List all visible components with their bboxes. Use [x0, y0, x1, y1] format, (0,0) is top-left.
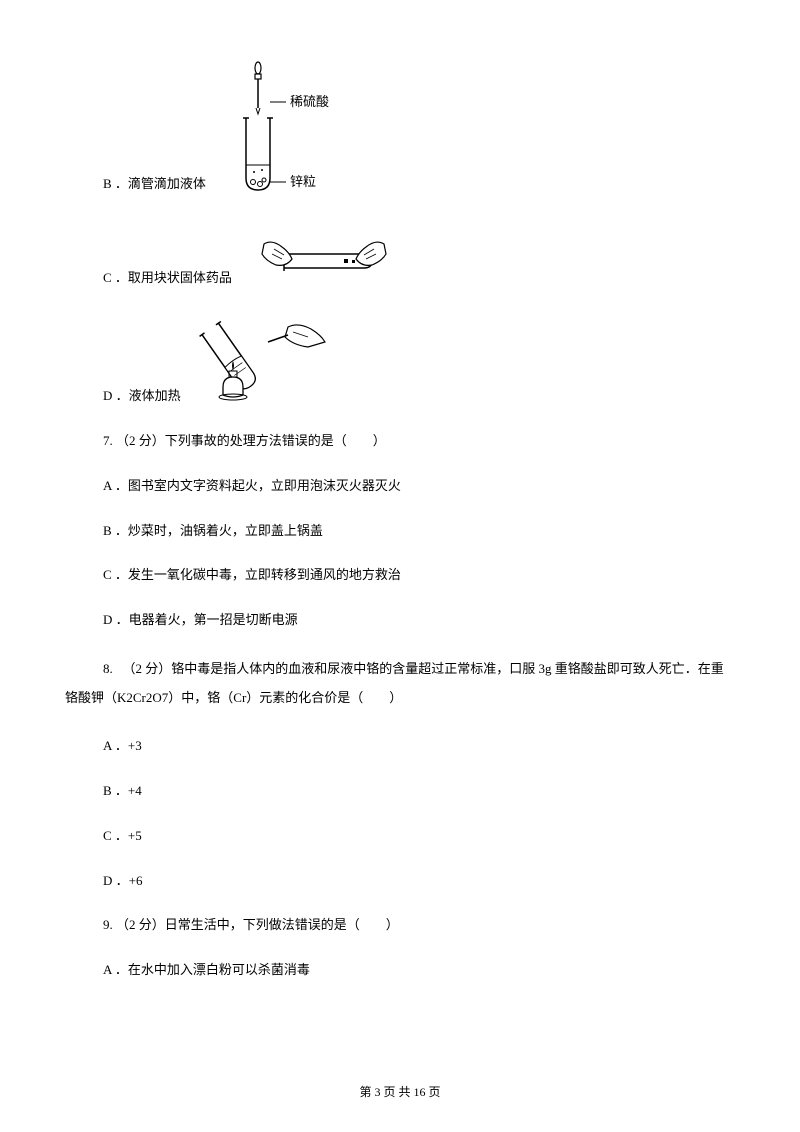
q9-option-a: A ．在水中加入漂白粉可以杀菌消毒: [65, 960, 735, 981]
q8-option-d: D ．+6: [65, 871, 735, 892]
option-c-image: [244, 219, 404, 289]
q9-stem: 9. （2 分）日常生活中，下列做法错误的是（ ）: [65, 915, 735, 936]
page-footer: 第 3 页 共 16 页: [0, 1083, 800, 1102]
q8-stem: 8. （2 分）铬中毒是指人体内的血液和尿液中铬的含量超过正常标准，口服 3g …: [65, 655, 735, 712]
q8-option-a: A ．+3: [65, 736, 735, 757]
option-d-label: D ．液体加热: [103, 386, 181, 407]
option-c-row: C ．取用块状固体药品: [65, 219, 735, 289]
option-b-label: B ．滴管滴加液体: [103, 174, 206, 195]
option-d-image: [193, 307, 343, 407]
q7-option-c: C ．发生一氧化碳中毒，立即转移到通风的地方救治: [65, 565, 735, 586]
q8-option-b: B ．+4: [65, 781, 735, 802]
q7-option-b: B ．炒菜时，油锅着火，立即盖上锅盖: [65, 521, 735, 542]
q7-option-d: D ．电器着火，第一招是切断电源: [65, 610, 735, 631]
q7-option-a: A ．图书室内文字资料起火，立即用泡沫灭火器灭火: [65, 476, 735, 497]
q7-stem: 7. （2 分）下列事故的处理方法错误的是（ ）: [65, 431, 735, 452]
option-c-label: C ．取用块状固体药品: [103, 268, 232, 289]
label-zinc: 锌粒: [290, 174, 316, 189]
label-acid: 稀硫酸: [290, 94, 329, 109]
option-b-row: B ．滴管滴加液体 稀硫酸 锌粒: [65, 60, 735, 195]
q8-option-c: C ．+5: [65, 826, 735, 847]
option-d-row: D ．液体加热: [65, 307, 735, 407]
option-b-image: 稀硫酸 锌粒: [218, 60, 348, 195]
